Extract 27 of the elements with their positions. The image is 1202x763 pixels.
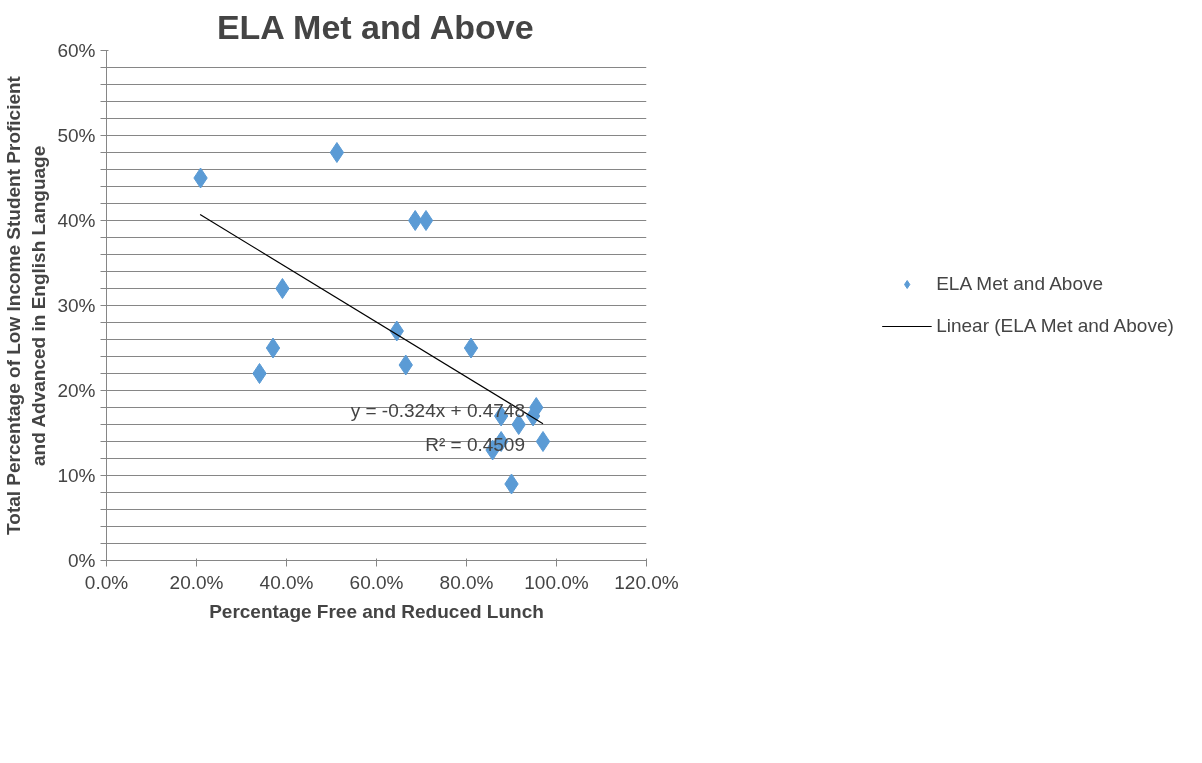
point xyxy=(463,337,479,359)
x-tick-label: 100.0% xyxy=(524,571,589,593)
y-tick-label: 20% xyxy=(57,380,96,401)
point xyxy=(252,363,267,384)
point xyxy=(265,337,281,359)
point xyxy=(329,142,345,163)
chart-title: ELA Met and Above xyxy=(216,7,534,46)
y-tick-label: 40% xyxy=(57,210,96,231)
point xyxy=(418,210,434,231)
x-tick-label: 0.0% xyxy=(84,571,129,593)
x-axis-title: Percentage Free and Reduced Lunch xyxy=(209,600,544,622)
y-axis-title: Total Percentage of Low Income Student Proficient and Advanced in English Language xyxy=(3,75,50,535)
y-tick-label: 50% xyxy=(57,125,96,146)
x-tick-label: 20.0% xyxy=(169,571,224,593)
x-tick-label: 60.0% xyxy=(349,571,404,593)
y-tick-label: 30% xyxy=(57,295,96,316)
y-tick-label: 10% xyxy=(57,465,96,486)
y-tick-label: 60% xyxy=(57,40,96,61)
y-tick-label: 0% xyxy=(68,550,96,571)
legend-label: Linear (ELA Met and Above) xyxy=(936,315,1174,337)
x-tick-label: 120.0% xyxy=(614,571,679,593)
point xyxy=(408,210,423,231)
point xyxy=(275,278,290,299)
point xyxy=(535,431,551,452)
x-tick-label: 40.0% xyxy=(259,571,314,593)
legend-label: ELA Met and Above xyxy=(936,273,1104,295)
x-tick-label: 80.0% xyxy=(439,571,494,593)
